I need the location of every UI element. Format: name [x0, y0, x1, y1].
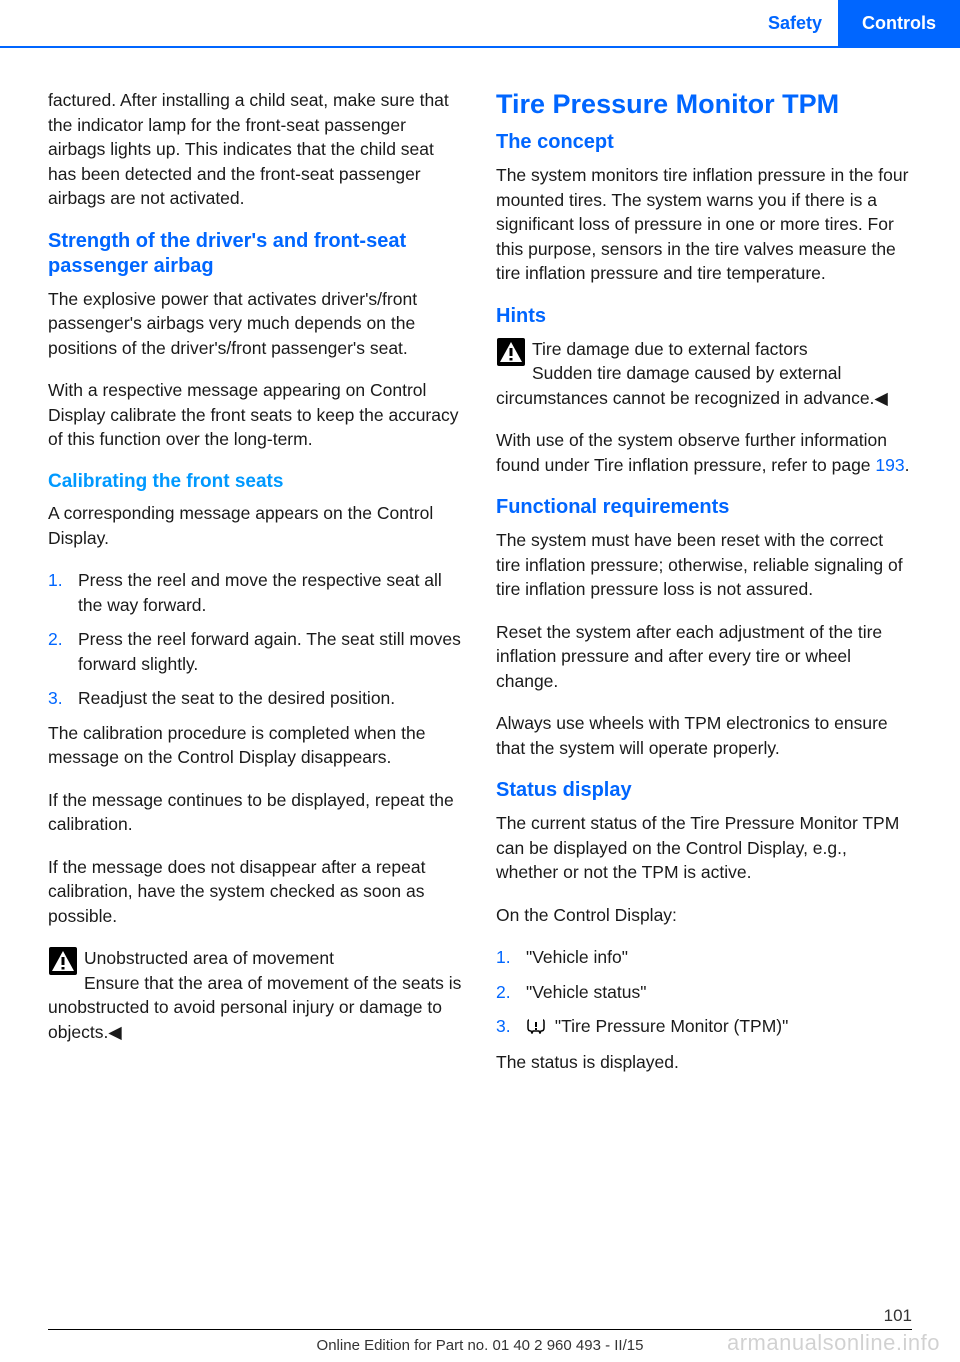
warning-block: Tire damage due to external factors Sudd… [496, 337, 912, 411]
list-number: 1. [496, 945, 526, 970]
text-fragment: With use of the system observe further i… [496, 430, 887, 475]
page-footer: 101 Online Edition for Part no. 01 40 2 … [0, 1292, 960, 1362]
list-item: 3. "Tire Pressure Monitor (TPM)" [496, 1014, 912, 1040]
heading-strength: Strength of the driver's and front-seat … [48, 229, 464, 279]
text-fragment: . [905, 455, 910, 475]
left-column: factured. After installing a child seat,… [48, 88, 464, 1093]
list-item: 1. "Vehicle info" [496, 945, 912, 970]
list-number: 2. [48, 627, 78, 676]
page-header: Safety Controls [0, 0, 960, 48]
body-paragraph: The system monitors tire inflation press… [496, 163, 912, 286]
body-paragraph: The explosive power that activates drive… [48, 287, 464, 361]
heading-calibrating: Calibrating the front seats [48, 470, 464, 494]
list-text: Readjust the seat to the desired positio… [78, 686, 464, 711]
list-text: "Tire Pressure Monitor (TPM)" [526, 1014, 912, 1040]
list-text: "Vehicle info" [526, 945, 912, 970]
body-paragraph: With use of the system observe further i… [496, 428, 912, 477]
list-item: 2. "Vehicle status" [496, 980, 912, 1005]
list-text-content: "Tire Pressure Monitor (TPM)" [555, 1016, 788, 1036]
page-content: factured. After installing a child seat,… [0, 48, 960, 1093]
body-paragraph: The status is displayed. [496, 1050, 912, 1075]
watermark: armanualsonline.info [727, 1330, 940, 1356]
list-item: 1. Press the reel and move the respectiv… [48, 568, 464, 617]
heading-functional: Functional requirements [496, 495, 912, 520]
warning-body: Ensure that the area of movement of the … [48, 973, 461, 1042]
list-item: 2. Press the reel forward again. The sea… [48, 627, 464, 676]
body-paragraph: On the Control Display: [496, 903, 912, 928]
body-paragraph: With a respective message appearing on C… [48, 378, 464, 452]
body-paragraph: The calibration procedure is completed w… [48, 721, 464, 770]
page-number: 101 [884, 1306, 912, 1326]
warning-title: Unobstructed area of movement [84, 948, 334, 968]
body-paragraph: If the message continues to be displayed… [48, 788, 464, 837]
body-paragraph: If the message does not disappear after … [48, 855, 464, 929]
body-paragraph: The current status of the Tire Pressure … [496, 811, 912, 885]
right-column: Tire Pressure Monitor TPM The concept Th… [496, 88, 912, 1093]
heading-tpm: Tire Pressure Monitor TPM [496, 88, 912, 120]
heading-status: Status display [496, 778, 912, 803]
warning-body: Sudden tire damage caused by external ci… [496, 363, 888, 408]
tpm-icon [526, 1016, 546, 1041]
header-chapter-label: Controls [838, 0, 960, 46]
list-number: 1. [48, 568, 78, 617]
body-paragraph: Always use wheels with TPM electronics t… [496, 711, 912, 760]
warning-icon [496, 337, 526, 367]
warning-icon [48, 946, 78, 976]
body-paragraph: Reset the system after each adjustment o… [496, 620, 912, 694]
list-text: Press the reel forward again. The seat s… [78, 627, 464, 676]
list-item: 3. Readjust the seat to the desired posi… [48, 686, 464, 711]
heading-hints: Hints [496, 304, 912, 329]
list-number: 2. [496, 980, 526, 1005]
header-section-label: Safety [768, 0, 838, 46]
list-number: 3. [48, 686, 78, 711]
list-text: "Vehicle status" [526, 980, 912, 1005]
warning-title: Tire damage due to external factors [532, 339, 808, 359]
list-text: Press the reel and move the respective s… [78, 568, 464, 617]
list-number: 3. [496, 1014, 526, 1040]
heading-concept: The concept [496, 130, 912, 155]
warning-block: Unobstructed area of movement Ensure tha… [48, 946, 464, 1044]
body-paragraph: The system must have been reset with the… [496, 528, 912, 602]
body-paragraph: factured. After installing a child seat,… [48, 88, 464, 211]
page-link[interactable]: 193 [875, 455, 904, 475]
body-paragraph: A corresponding message appears on the C… [48, 501, 464, 550]
